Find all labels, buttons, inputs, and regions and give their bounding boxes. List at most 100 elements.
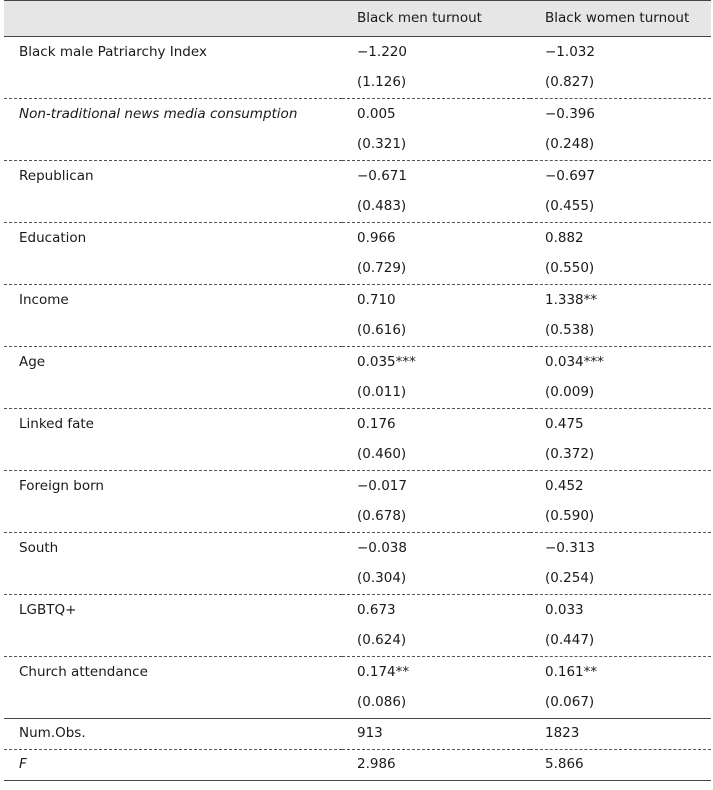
table-row: Foreign born −0.017 0.452 <box>4 471 711 502</box>
stat-black-men: 2.986 <box>342 749 530 781</box>
se-black-women: (0.827) <box>530 67 711 99</box>
se-black-women: (0.447) <box>530 625 711 657</box>
empty-cell <box>4 687 342 719</box>
se-black-men: (0.678) <box>342 501 530 533</box>
row-label: Education <box>19 229 87 246</box>
se-black-women: (0.248) <box>530 129 711 161</box>
coef-black-men: 0.176 <box>357 415 396 432</box>
row-label: Age <box>19 353 46 370</box>
regression-table: Black men turnout Black women turnout Bl… <box>4 0 711 781</box>
se-black-men: (0.460) <box>342 439 530 471</box>
table-row-se: (0.460) (0.372) <box>4 439 711 471</box>
header-cell-variable <box>4 0 342 37</box>
coef-black-men: 0.174** <box>357 663 410 680</box>
se-black-men: (0.624) <box>342 625 530 657</box>
table-row-se: (0.483) (0.455) <box>4 191 711 223</box>
coef-black-women: 0.475 <box>545 415 584 432</box>
stats-row: F 2.986 5.866 <box>4 749 711 781</box>
table-row-se: (0.678) (0.590) <box>4 501 711 533</box>
header-cell-black-women-turnout: Black women turnout <box>530 0 711 37</box>
coef-black-men: 0.966 <box>357 229 396 246</box>
table-row-se: (0.304) (0.254) <box>4 563 711 595</box>
table-header: Black men turnout Black women turnout <box>4 0 711 37</box>
se-black-women: (0.254) <box>530 563 711 595</box>
coef-black-men: −0.017 <box>357 477 407 494</box>
coef-black-women: −0.396 <box>545 105 595 122</box>
table-row-se: (0.011) (0.009) <box>4 377 711 409</box>
table-row: Republican −0.671 −0.697 <box>4 161 711 192</box>
table-row: Linked fate 0.176 0.475 <box>4 409 711 440</box>
header-cell-black-men-turnout: Black men turnout <box>342 0 530 37</box>
header-row: Black men turnout Black women turnout <box>4 0 711 37</box>
stat-black-women: 1823 <box>530 718 711 750</box>
table-row-se: (0.321) (0.248) <box>4 129 711 161</box>
se-black-women: (0.538) <box>530 315 711 347</box>
stat-label: Num.Obs. <box>4 718 342 750</box>
stat-label: F <box>4 749 342 781</box>
coef-black-men: 0.005 <box>357 105 396 122</box>
table-row: Non-traditional news media consumption 0.… <box>4 99 711 130</box>
se-black-men: (0.483) <box>342 191 530 223</box>
row-label: South <box>19 539 59 556</box>
table-row: Education 0.966 0.882 <box>4 223 711 254</box>
se-black-men: (0.011) <box>342 377 530 409</box>
row-label: Non-traditional news media consumption <box>19 105 298 122</box>
row-label: Church attendance <box>19 663 148 680</box>
coef-black-women: 0.034*** <box>545 353 604 370</box>
table-row: Age 0.035*** 0.034*** <box>4 347 711 378</box>
se-black-women: (0.067) <box>530 687 711 719</box>
empty-cell <box>4 625 342 657</box>
se-black-women: (0.455) <box>530 191 711 223</box>
empty-cell <box>4 315 342 347</box>
row-label: LGBTQ+ <box>19 601 77 618</box>
row-label: Black male Patriarchy Index <box>19 43 207 60</box>
coef-black-women: 1.338** <box>545 291 598 308</box>
row-label: Republican <box>19 167 94 184</box>
stats-row: Num.Obs. 913 1823 <box>4 718 711 750</box>
coef-black-men: −1.220 <box>357 43 407 60</box>
coef-black-women: 0.161** <box>545 663 598 680</box>
row-label: Foreign born <box>19 477 104 494</box>
empty-cell <box>4 563 342 595</box>
se-black-women: (0.372) <box>530 439 711 471</box>
coef-black-men: 0.035*** <box>357 353 416 370</box>
empty-cell <box>4 191 342 223</box>
coef-black-women: −1.032 <box>545 43 595 60</box>
coef-black-women: 0.452 <box>545 477 584 494</box>
se-black-men: (1.126) <box>342 67 530 99</box>
table-row: Church attendance 0.174** 0.161** <box>4 657 711 688</box>
coef-black-women: 0.882 <box>545 229 584 246</box>
coef-black-men: 0.673 <box>357 601 396 618</box>
coef-black-men: 0.710 <box>357 291 396 308</box>
empty-cell <box>4 377 342 409</box>
table-row-se: (0.086) (0.067) <box>4 687 711 719</box>
stat-black-women: 5.866 <box>530 749 711 781</box>
empty-cell <box>4 501 342 533</box>
stat-black-men: 913 <box>342 718 530 750</box>
table-row-se: (0.624) (0.447) <box>4 625 711 657</box>
se-black-women: (0.590) <box>530 501 711 533</box>
table-row-se: (0.616) (0.538) <box>4 315 711 347</box>
se-black-women: (0.009) <box>530 377 711 409</box>
coef-black-women: 0.033 <box>545 601 584 618</box>
empty-cell <box>4 67 342 99</box>
se-black-women: (0.550) <box>530 253 711 285</box>
table-row: South −0.038 −0.313 <box>4 533 711 564</box>
empty-cell <box>4 129 342 161</box>
table-row: Income 0.710 1.338** <box>4 285 711 316</box>
se-black-men: (0.086) <box>342 687 530 719</box>
empty-cell <box>4 253 342 285</box>
coef-black-women: −0.313 <box>545 539 595 556</box>
se-black-men: (0.616) <box>342 315 530 347</box>
se-black-men: (0.321) <box>342 129 530 161</box>
coef-black-men: −0.671 <box>357 167 407 184</box>
table-row-se: (0.729) (0.550) <box>4 253 711 285</box>
table-row: LGBTQ+ 0.673 0.033 <box>4 595 711 626</box>
table-body: Black male Patriarchy Index −1.220 −1.032 (… <box>4 37 711 781</box>
row-label: Linked fate <box>19 415 94 432</box>
row-label: Income <box>19 291 69 308</box>
se-black-men: (0.304) <box>342 563 530 595</box>
coef-black-men: −0.038 <box>357 539 407 556</box>
se-black-men: (0.729) <box>342 253 530 285</box>
table-row-se: (1.126) (0.827) <box>4 67 711 99</box>
